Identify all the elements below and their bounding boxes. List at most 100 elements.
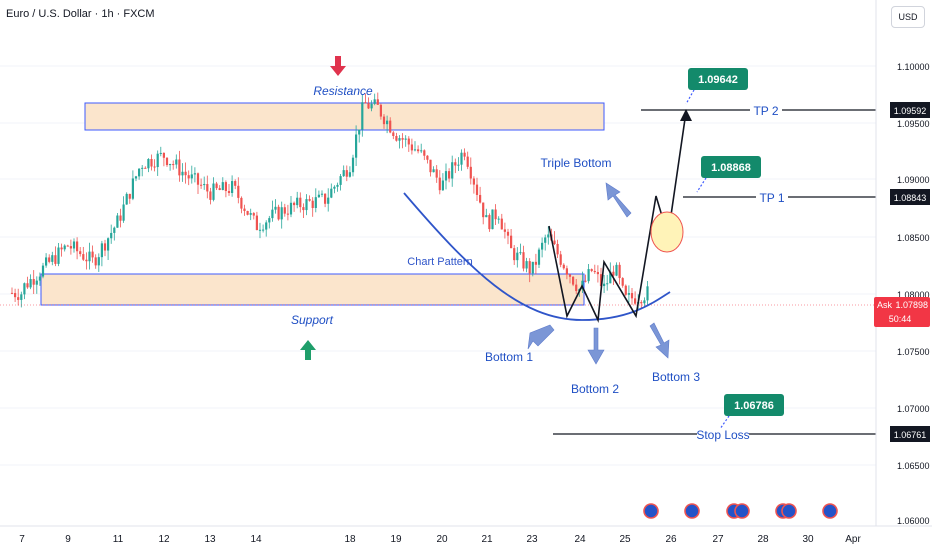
time-tick: 19 bbox=[390, 534, 402, 545]
candle-body bbox=[125, 193, 128, 205]
candle-body bbox=[646, 286, 649, 301]
candle-body bbox=[513, 248, 516, 261]
candle-body bbox=[568, 274, 572, 277]
candle-body bbox=[472, 178, 475, 185]
tp1-label-bg bbox=[756, 189, 788, 205]
candle-body bbox=[162, 152, 165, 158]
candle-body bbox=[141, 167, 144, 169]
candle-body bbox=[358, 129, 361, 135]
candle-body bbox=[45, 257, 48, 266]
arrow-bottom2-icon bbox=[587, 327, 605, 365]
candle-body bbox=[82, 254, 85, 260]
tp1-label: TP 1 bbox=[759, 191, 784, 205]
candle-body bbox=[342, 170, 345, 177]
candle-body bbox=[556, 243, 559, 255]
candle-body bbox=[215, 183, 218, 189]
candle-body bbox=[547, 234, 550, 238]
price-axis[interactable]: 1.10000 1.09500 1.09000 1.08500 1.08000 … bbox=[874, 0, 930, 526]
sl-price-tag bbox=[890, 426, 930, 442]
badge-sl-text: 1.06786 bbox=[734, 400, 774, 412]
candle-body bbox=[587, 269, 590, 282]
candle-body bbox=[609, 271, 612, 284]
candle-body bbox=[172, 164, 175, 166]
candle-body bbox=[612, 271, 615, 276]
currency-button[interactable]: USD bbox=[891, 6, 925, 28]
candle-body bbox=[29, 279, 32, 288]
us-flag-event-icon[interactable] bbox=[643, 503, 659, 519]
candle-body bbox=[426, 155, 429, 160]
us-flag-event-icon[interactable] bbox=[822, 503, 838, 519]
candle-body bbox=[277, 206, 280, 220]
ask-price: 1.07898 bbox=[895, 300, 928, 310]
pattern-label: Chart Pattern bbox=[407, 256, 472, 268]
event-icons[interactable] bbox=[643, 503, 838, 519]
entry-highlight-circle[interactable] bbox=[650, 211, 684, 253]
us-flag-event-icon[interactable] bbox=[781, 503, 797, 519]
candle-body bbox=[537, 249, 541, 265]
candle-body bbox=[38, 276, 41, 281]
candle-body bbox=[76, 241, 79, 252]
candle-body bbox=[237, 185, 240, 198]
candle-body bbox=[54, 255, 57, 264]
ask-price-tag bbox=[874, 297, 930, 327]
us-flag-event-icon[interactable] bbox=[684, 503, 700, 519]
candle-body bbox=[404, 138, 407, 140]
symbol-title[interactable]: Euro / U.S. Dollar · 1h · FXCM bbox=[6, 8, 155, 20]
candle-body bbox=[262, 229, 265, 231]
candle-body bbox=[243, 208, 246, 211]
bottom3-label: Bottom 3 bbox=[652, 370, 700, 384]
candle-body bbox=[134, 176, 138, 179]
time-tick: 13 bbox=[204, 534, 216, 545]
target-arrowhead bbox=[680, 109, 692, 121]
candle-body bbox=[17, 297, 20, 300]
candle-body bbox=[417, 149, 420, 152]
candle-body bbox=[66, 245, 69, 247]
candle-body bbox=[364, 102, 367, 104]
triple-bottom-label: Triple Bottom bbox=[541, 156, 612, 170]
candle-body bbox=[596, 272, 599, 275]
candle-body bbox=[506, 231, 510, 236]
candle-body bbox=[280, 207, 283, 220]
candle-body bbox=[330, 188, 333, 198]
badge-sl[interactable]: 1.06786 bbox=[719, 394, 784, 430]
bottom1-label: Bottom 1 bbox=[485, 350, 533, 364]
time-axis[interactable]: 7 9 11 12 13 14 18 19 20 21 23 24 25 26 … bbox=[0, 525, 932, 545]
candle-body bbox=[193, 173, 196, 175]
time-tick: 30 bbox=[802, 534, 814, 545]
rounded-bottom-curve[interactable] bbox=[403, 192, 671, 321]
candle-body bbox=[85, 259, 88, 262]
badge-tp2[interactable]: 1.09642 bbox=[685, 68, 748, 105]
candle-body bbox=[209, 191, 212, 200]
candle-body bbox=[463, 152, 466, 157]
candle-body bbox=[165, 157, 169, 166]
candle-body bbox=[389, 120, 392, 133]
candle-body bbox=[51, 255, 54, 262]
badge-tp2-text: 1.09642 bbox=[698, 74, 738, 86]
candle-body bbox=[227, 191, 231, 193]
candle-body bbox=[187, 175, 190, 179]
candle-body bbox=[621, 278, 624, 286]
candle-body bbox=[190, 174, 193, 179]
time-tick: 24 bbox=[574, 534, 586, 545]
candle-body bbox=[370, 103, 373, 109]
resistance-zone[interactable] bbox=[84, 102, 605, 131]
time-tick: 25 bbox=[619, 534, 631, 545]
support-zone[interactable] bbox=[40, 273, 585, 306]
candle-body bbox=[156, 153, 159, 168]
candle-body bbox=[203, 184, 206, 186]
candle-body bbox=[231, 181, 234, 193]
time-tick: 11 bbox=[113, 534, 124, 545]
candle-body bbox=[234, 181, 237, 186]
us-flag-event-icon[interactable] bbox=[734, 503, 750, 519]
candle-body bbox=[503, 229, 506, 232]
price-tick: 1.09000 bbox=[897, 175, 930, 185]
badge-tp1[interactable]: 1.08868 bbox=[696, 156, 761, 193]
candle-body bbox=[32, 279, 35, 285]
candle-body bbox=[268, 218, 271, 223]
sl-label-bg bbox=[697, 426, 749, 442]
candle-body bbox=[510, 235, 513, 249]
candle-body bbox=[26, 283, 29, 288]
candle-body bbox=[317, 194, 320, 198]
candle-body bbox=[643, 300, 646, 304]
